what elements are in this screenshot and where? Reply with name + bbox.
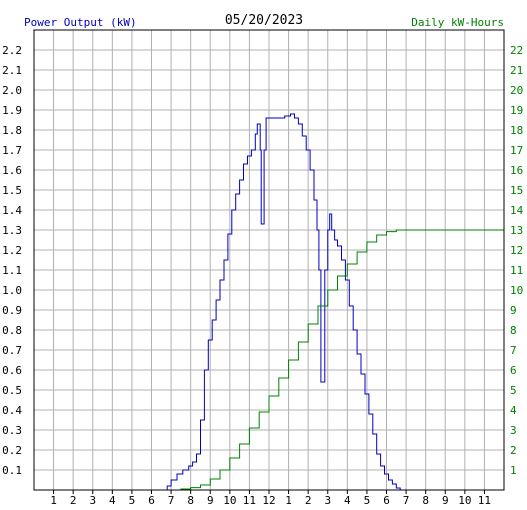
y-right-tick-label: 2 — [510, 444, 517, 457]
y-right-tick-label: 13 — [510, 224, 523, 237]
y-right-tick-label: 9 — [510, 304, 517, 317]
y-left-tick-label: 0.5 — [2, 384, 22, 397]
grid-lines — [34, 30, 504, 490]
y-left-tick-label: 0.9 — [2, 304, 22, 317]
y-left-tick-label: 1.1 — [2, 264, 22, 277]
x-tick-label: 11 — [478, 494, 491, 507]
y-right-tick-label: 17 — [510, 144, 523, 157]
y-right-tick-label: 8 — [510, 324, 517, 337]
y-right-tick-label: 12 — [510, 244, 523, 257]
y-right-tick-label: 22 — [510, 44, 523, 57]
x-tick-label: 11 — [243, 494, 256, 507]
y-right-tick-label: 15 — [510, 184, 523, 197]
x-tick-label: 1 — [285, 494, 292, 507]
y-left-tick-label: 0.4 — [2, 404, 22, 417]
y-left-tick-label: 0.2 — [2, 444, 22, 457]
tick-labels: 1 2 3 4 5 6 7 8 9 10 11 12 1 2 3 4 5 6 7 8 9 10 110.10.20.30.4… — [2, 44, 523, 507]
y-right-tick-label: 5 — [510, 384, 517, 397]
y-left-tick-label: 2.2 — [2, 44, 22, 57]
y-left-tick-label: 1.4 — [2, 204, 22, 217]
x-tick-label: 7 — [168, 494, 175, 507]
x-tick-label: 5 — [129, 494, 136, 507]
y-right-tick-label: 10 — [510, 284, 523, 297]
x-tick-label: 9 — [207, 494, 214, 507]
y-right-tick-label: 1 — [510, 464, 517, 477]
y-right-tick-label: 14 — [510, 204, 524, 217]
x-tick-label: 6 — [148, 494, 155, 507]
x-tick-label: 2 — [70, 494, 77, 507]
y-right-tick-label: 18 — [510, 124, 523, 137]
y-left-tick-label: 0.7 — [2, 344, 22, 357]
y-right-tick-label: 21 — [510, 64, 523, 77]
y-right-tick-label: 19 — [510, 104, 523, 117]
x-tick-label: 10 — [458, 494, 471, 507]
x-tick-label: 8 — [422, 494, 429, 507]
x-tick-label: 12 — [262, 494, 275, 507]
y-left-tick-label: 1.2 — [2, 244, 22, 257]
x-tick-label: 9 — [442, 494, 449, 507]
x-tick-label: 3 — [89, 494, 96, 507]
x-tick-label: 6 — [383, 494, 390, 507]
y-left-tick-label: 0.3 — [2, 424, 22, 437]
x-tick-label: 3 — [324, 494, 331, 507]
y-right-tick-label: 4 — [510, 404, 517, 417]
right-axis-label: Daily kW-Hours — [411, 16, 504, 29]
power-series-line — [34, 113, 504, 491]
x-tick-label: 8 — [187, 494, 194, 507]
x-tick-label: 10 — [223, 494, 236, 507]
y-left-tick-label: 1.3 — [2, 224, 22, 237]
y-left-tick-label: 0.6 — [2, 364, 22, 377]
y-right-tick-label: 7 — [510, 344, 517, 357]
y-left-tick-label: 1.6 — [2, 164, 22, 177]
y-left-tick-label: 1.7 — [2, 144, 22, 157]
y-left-tick-label: 2.1 — [2, 64, 22, 77]
x-tick-label: 7 — [403, 494, 410, 507]
y-right-tick-label: 3 — [510, 424, 517, 437]
x-tick-label: 2 — [305, 494, 312, 507]
y-left-tick-label: 1.9 — [2, 104, 22, 117]
y-right-tick-label: 16 — [510, 164, 523, 177]
y-left-tick-label: 1.0 — [2, 284, 22, 297]
chart-title: 05/20/2023 — [225, 13, 303, 28]
x-tick-label: 4 — [344, 494, 351, 507]
y-left-tick-label: 2.0 — [2, 84, 22, 97]
y-left-tick-label: 0.1 — [2, 464, 22, 477]
y-left-tick-label: 1.8 — [2, 124, 22, 137]
series-layer — [34, 113, 504, 491]
y-left-tick-label: 1.5 — [2, 184, 22, 197]
y-left-tick-label: 0.8 — [2, 324, 22, 337]
x-tick-label: 4 — [109, 494, 116, 507]
x-tick-label: 5 — [364, 494, 371, 507]
y-right-tick-label: 20 — [510, 84, 523, 97]
energy-series-line — [34, 229, 504, 491]
y-right-tick-label: 11 — [510, 264, 523, 277]
x-tick-label: 1 — [50, 494, 57, 507]
left-axis-label: Power Output (kW) — [24, 16, 137, 29]
y-right-tick-label: 6 — [510, 364, 517, 377]
